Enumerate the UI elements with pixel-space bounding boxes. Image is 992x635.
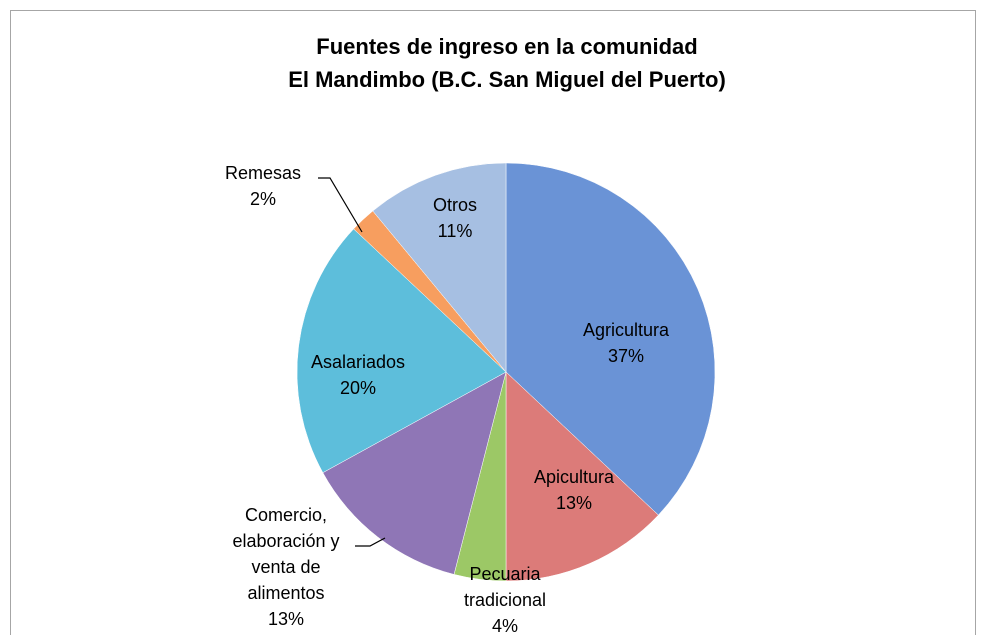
value-label: 4% [491, 616, 518, 635]
category-label: Otros [432, 195, 477, 215]
pie-slice [372, 162, 507, 373]
chart-frame [10, 10, 976, 635]
value-label: 37% [607, 346, 645, 366]
value-label: 13% [267, 609, 305, 629]
category-label: Apicultura [533, 467, 615, 487]
data-label: Asalariados 20% [293, 349, 423, 401]
data-label: Apicultura 13% [509, 464, 639, 516]
chart-title: Fuentes de ingreso en la comunidad El Ma… [288, 34, 726, 92]
data-label: Agricultura 37% [556, 317, 696, 369]
category-label: Pecuaria tradicional [463, 564, 547, 610]
data-label: Remesas 2% [208, 160, 318, 212]
leader-line [355, 537, 386, 547]
value-label: 11% [437, 221, 473, 241]
category-label: Remesas [224, 163, 302, 183]
data-label: Pecuaria tradicional 4% [445, 561, 565, 635]
value-label: 2% [249, 189, 276, 209]
category-label: Asalariados [310, 352, 406, 372]
pie-slice [505, 371, 659, 582]
pie-slice [322, 371, 507, 575]
category-label: Comercio, elaboración y venta de aliment… [232, 505, 340, 603]
category-label: Agricultura [582, 320, 670, 340]
leader-line [318, 177, 363, 233]
value-label: 20% [339, 378, 377, 398]
pie-slice [505, 162, 716, 516]
data-label: Comercio, elaboración y venta de aliment… [211, 502, 361, 632]
data-label: Otros 11% [415, 192, 495, 244]
value-label: 13% [555, 493, 593, 513]
pie-slice [296, 228, 507, 474]
